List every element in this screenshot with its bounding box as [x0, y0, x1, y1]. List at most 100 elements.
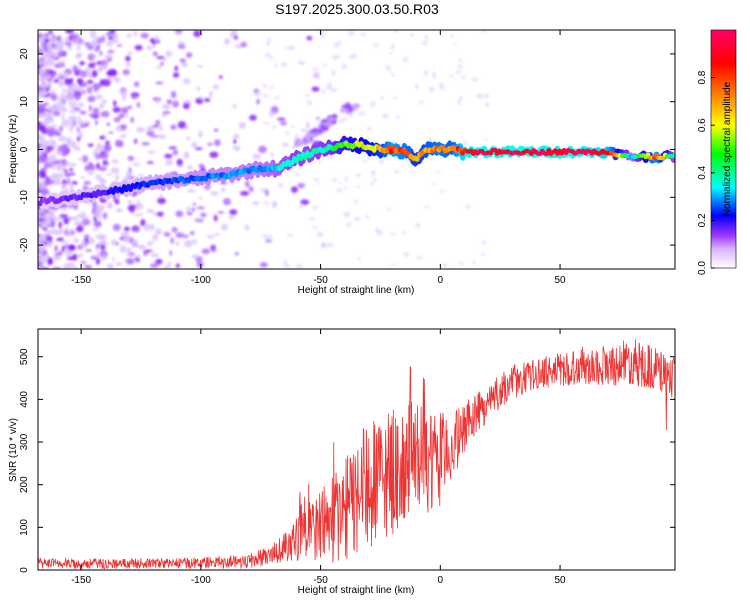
spectrogram-noise-blob — [48, 80, 53, 85]
spectrogram-noise-blob — [127, 204, 136, 212]
spectrogram-noise-blob — [95, 45, 101, 48]
spectrogram-noise-blob — [156, 211, 164, 217]
spectrogram-noise-blob — [69, 183, 74, 191]
spectrogram-noise-blob — [238, 122, 246, 129]
spectrogram-noise-blob — [191, 141, 198, 148]
spectrogram-noise-blob — [133, 239, 139, 247]
spectrogram-noise-blob — [57, 129, 61, 135]
spectrogram-noise-blob — [277, 117, 286, 121]
spectrogram-noise-blob — [79, 60, 85, 66]
spectrogram-noise-blob — [79, 110, 87, 115]
spectrogram-noise-blob — [72, 35, 77, 44]
spectrogram-noise-blob — [186, 136, 191, 141]
spectrogram-noise-blob — [458, 63, 463, 69]
spectrogram-noise-blob — [171, 226, 178, 233]
spectrogram-noise-blob — [349, 53, 355, 60]
spectrogram-noise-blob — [282, 142, 289, 147]
spectrogram-noise-blob — [346, 221, 352, 228]
spectrogram-noise-blob — [112, 106, 121, 113]
spectrogram-noise-blob — [351, 104, 358, 111]
spectrogram-noise-blob — [402, 57, 409, 63]
spectrogram-noise-blob — [87, 163, 96, 171]
spectrogram-noise-blob — [50, 218, 54, 226]
snr-xtick-label: -150 — [71, 575, 91, 586]
spectrogram-noise-blob — [179, 58, 187, 63]
spectrogram-noise-blob — [485, 101, 490, 107]
spectrogram-noise-blob — [87, 53, 95, 61]
spectrogram-noise-blob — [43, 38, 51, 43]
spectrogram-noise-blob — [134, 138, 138, 144]
spectrogram-noise-blob — [336, 188, 343, 193]
spectrogram-noise-blob — [198, 130, 203, 138]
spectrogram-noise-blob — [46, 92, 52, 96]
spectrogram-noise-blob — [285, 130, 290, 136]
spectrogram-noise-blob — [462, 140, 469, 145]
colorbar-tick-label: 0.2 — [697, 213, 708, 227]
spectrogram-noise-blob — [175, 263, 180, 269]
spectrogram-noise-blob — [38, 70, 44, 77]
spectrogram-noise-blob — [233, 138, 237, 145]
spectrogram-noise-blob — [409, 33, 415, 37]
spectrogram-noise-blob — [91, 228, 100, 231]
spectrogram-noise-blob — [134, 255, 142, 259]
spectrogram-noise-blob — [43, 102, 50, 105]
spectrogram-noise-blob — [436, 170, 441, 173]
spectrogram-noise-blob — [341, 117, 348, 121]
spectrogram-noise-blob — [112, 70, 118, 76]
spectrogram-noise-blob — [170, 237, 174, 245]
spectrogram-noise-blob — [336, 40, 342, 46]
spectrogram-noise-blob — [155, 228, 162, 236]
spectrogram-noise-blob — [194, 147, 203, 151]
spectrogram-noise-blob — [111, 257, 116, 261]
spectrogram-noise-blob — [218, 75, 223, 79]
spectrogram-noise-blob — [49, 130, 59, 134]
spectrogram-noise-blob — [42, 75, 49, 80]
spectrogram-noise-blob — [385, 208, 392, 211]
spectrogram-noise-blob — [136, 174, 145, 177]
spectrogram-noise-blob — [327, 82, 333, 86]
spectrogram-noise-blob — [54, 252, 63, 256]
spectrogram-noise-blob — [58, 72, 64, 77]
spectrogram-noise-blob — [394, 30, 399, 33]
spectrogram-noise-blob — [306, 100, 312, 106]
spectrogram-noise-blob — [484, 93, 489, 99]
spectrogram-noise-blob — [440, 190, 445, 193]
spectrogram-ridge — [38, 135, 675, 210]
spectrogram-xtick-label: -150 — [71, 275, 91, 286]
spectrogram-noise-blob — [52, 110, 61, 117]
spectrogram-noise-blob — [61, 183, 66, 191]
spectrogram-noise-blob — [273, 96, 281, 99]
spectrogram-noise-blob — [125, 62, 131, 68]
spectrogram-noise-blob — [38, 249, 41, 254]
spectrogram-noise-blob — [175, 210, 184, 218]
spectrogram-noise-blob — [57, 75, 66, 80]
spectrogram-noise-blob — [146, 125, 155, 132]
spectrogram-noise-blob — [280, 62, 288, 67]
spectrogram-noise-blob — [99, 241, 109, 245]
spectrogram-noise-blob — [65, 151, 69, 156]
spectrogram-noise-blob — [229, 209, 238, 216]
spectrogram-noise-blob — [256, 98, 260, 105]
spectrogram-noise-blob — [269, 151, 275, 158]
spectrogram-noise-blob — [177, 121, 187, 129]
spectrogram-noise-blob — [295, 171, 299, 177]
spectrogram-noise-blob — [185, 52, 193, 58]
spectrogram-noise-blob — [455, 70, 461, 75]
spectrogram-noise-blob — [118, 113, 125, 119]
spectrogram-noise-blob — [85, 249, 92, 252]
spectrogram-xtick-label: -100 — [191, 275, 211, 286]
spectrogram-noise-blob — [172, 100, 179, 108]
spectrogram-noise-blob — [234, 145, 241, 152]
spectrogram-noise-blob — [40, 215, 48, 220]
spectrogram-noise-blob — [38, 59, 43, 67]
spectrogram-noise-blob — [108, 131, 114, 134]
snr-frame — [37, 328, 676, 571]
spectrogram-noise-blob — [345, 102, 350, 107]
spectrogram-noise-blob — [306, 131, 311, 137]
spectrogram-noise-blob — [80, 261, 87, 264]
spectrogram-noise-blob — [111, 159, 119, 164]
spectrogram-noise-blob — [93, 150, 97, 157]
spectrogram-noise-blob — [71, 181, 78, 185]
spectrogram-noise-blob — [106, 122, 111, 126]
spectrogram-noise-blob — [50, 55, 54, 58]
